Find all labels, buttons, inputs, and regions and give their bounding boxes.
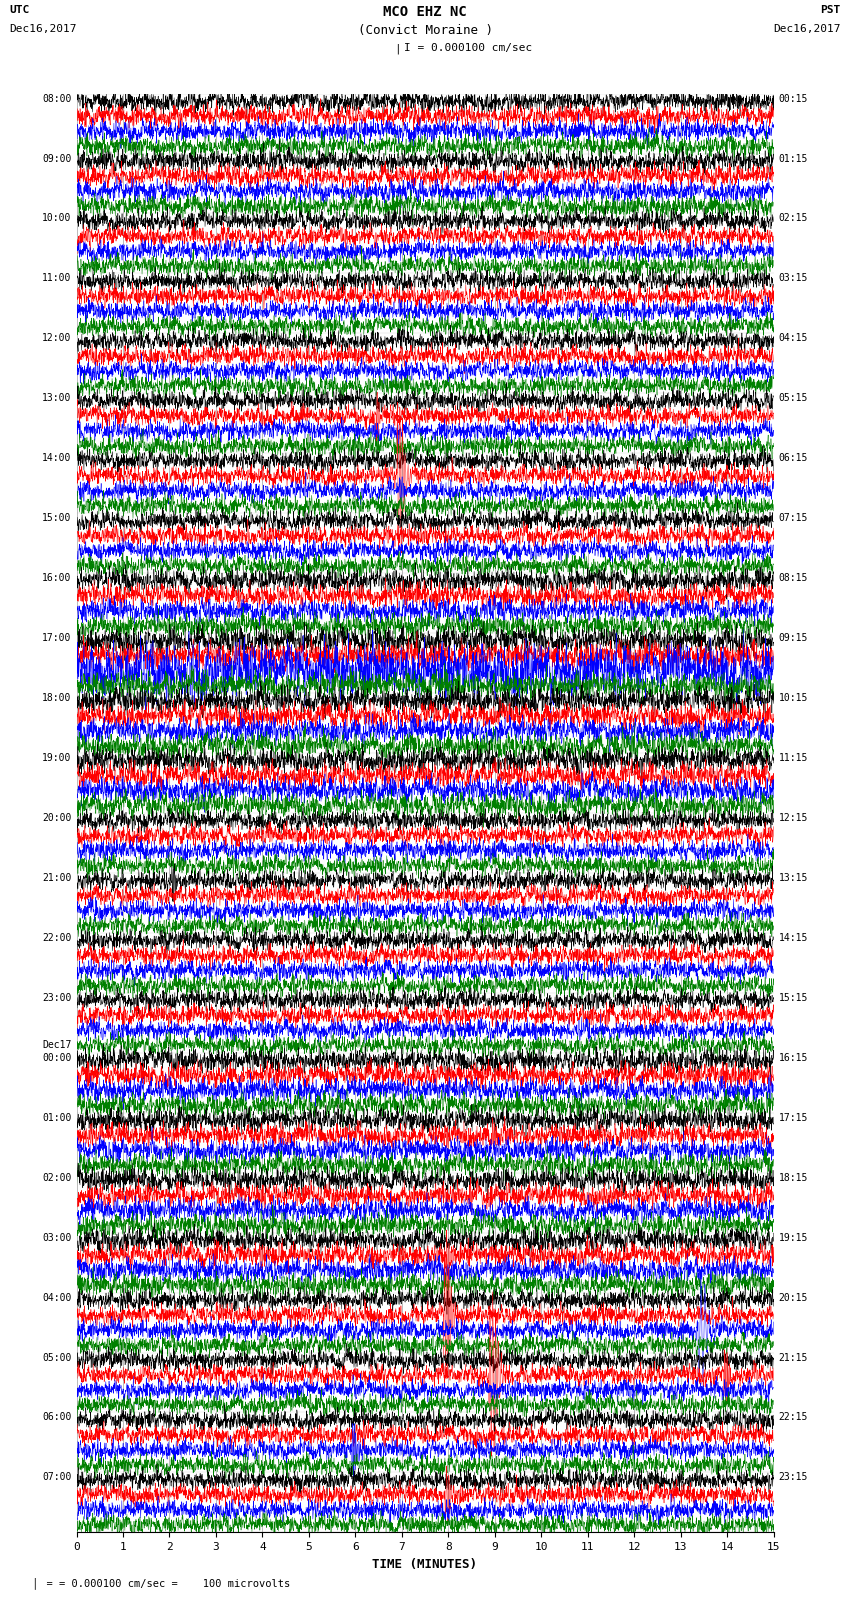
Text: 14:15: 14:15 <box>779 932 808 944</box>
Text: 09:00: 09:00 <box>42 153 71 163</box>
Text: 20:00: 20:00 <box>42 813 71 823</box>
Text: 16:15: 16:15 <box>779 1053 808 1063</box>
Text: 10:00: 10:00 <box>42 213 71 224</box>
Text: 02:00: 02:00 <box>42 1173 71 1182</box>
Text: UTC: UTC <box>9 5 30 15</box>
Text: 07:00: 07:00 <box>42 1473 71 1482</box>
Text: (Convict Moraine ): (Convict Moraine ) <box>358 24 492 37</box>
Text: |: | <box>394 44 401 53</box>
Text: 06:00: 06:00 <box>42 1413 71 1423</box>
Text: 17:15: 17:15 <box>779 1113 808 1123</box>
Text: 18:00: 18:00 <box>42 694 71 703</box>
Text: 18:15: 18:15 <box>779 1173 808 1182</box>
Text: 12:00: 12:00 <box>42 334 71 344</box>
Text: 14:00: 14:00 <box>42 453 71 463</box>
Text: 15:15: 15:15 <box>779 994 808 1003</box>
Text: 06:15: 06:15 <box>779 453 808 463</box>
Text: 04:00: 04:00 <box>42 1292 71 1303</box>
Text: 13:00: 13:00 <box>42 394 71 403</box>
X-axis label: TIME (MINUTES): TIME (MINUTES) <box>372 1558 478 1571</box>
Text: 05:15: 05:15 <box>779 394 808 403</box>
Text: 01:15: 01:15 <box>779 153 808 163</box>
Text: 08:15: 08:15 <box>779 573 808 584</box>
Text: I = 0.000100 cm/sec: I = 0.000100 cm/sec <box>404 44 532 53</box>
Text: 20:15: 20:15 <box>779 1292 808 1303</box>
Text: PST: PST <box>820 5 841 15</box>
Text: 04:15: 04:15 <box>779 334 808 344</box>
Text: 10:15: 10:15 <box>779 694 808 703</box>
Text: 00:15: 00:15 <box>779 94 808 103</box>
Text: 07:15: 07:15 <box>779 513 808 523</box>
Text: ▏ = = 0.000100 cm/sec =    100 microvolts: ▏ = = 0.000100 cm/sec = 100 microvolts <box>34 1578 290 1589</box>
Text: Dec16,2017: Dec16,2017 <box>9 24 76 34</box>
Text: 21:00: 21:00 <box>42 873 71 882</box>
Text: Dec17: Dec17 <box>42 1040 71 1050</box>
Text: 00:00: 00:00 <box>42 1053 71 1063</box>
Text: 03:15: 03:15 <box>779 273 808 284</box>
Text: 08:00: 08:00 <box>42 94 71 103</box>
Text: 16:00: 16:00 <box>42 573 71 584</box>
Text: 05:00: 05:00 <box>42 1352 71 1363</box>
Text: 17:00: 17:00 <box>42 634 71 644</box>
Text: 13:15: 13:15 <box>779 873 808 882</box>
Text: 12:15: 12:15 <box>779 813 808 823</box>
Text: 23:15: 23:15 <box>779 1473 808 1482</box>
Text: 09:15: 09:15 <box>779 634 808 644</box>
Text: 19:15: 19:15 <box>779 1232 808 1242</box>
Text: 22:00: 22:00 <box>42 932 71 944</box>
Text: 03:00: 03:00 <box>42 1232 71 1242</box>
Text: 23:00: 23:00 <box>42 994 71 1003</box>
Text: 01:00: 01:00 <box>42 1113 71 1123</box>
Text: 22:15: 22:15 <box>779 1413 808 1423</box>
Text: 11:15: 11:15 <box>779 753 808 763</box>
Text: 15:00: 15:00 <box>42 513 71 523</box>
Text: 19:00: 19:00 <box>42 753 71 763</box>
Text: 21:15: 21:15 <box>779 1352 808 1363</box>
Text: MCO EHZ NC: MCO EHZ NC <box>383 5 467 19</box>
Text: 11:00: 11:00 <box>42 273 71 284</box>
Text: 02:15: 02:15 <box>779 213 808 224</box>
Text: Dec16,2017: Dec16,2017 <box>774 24 841 34</box>
